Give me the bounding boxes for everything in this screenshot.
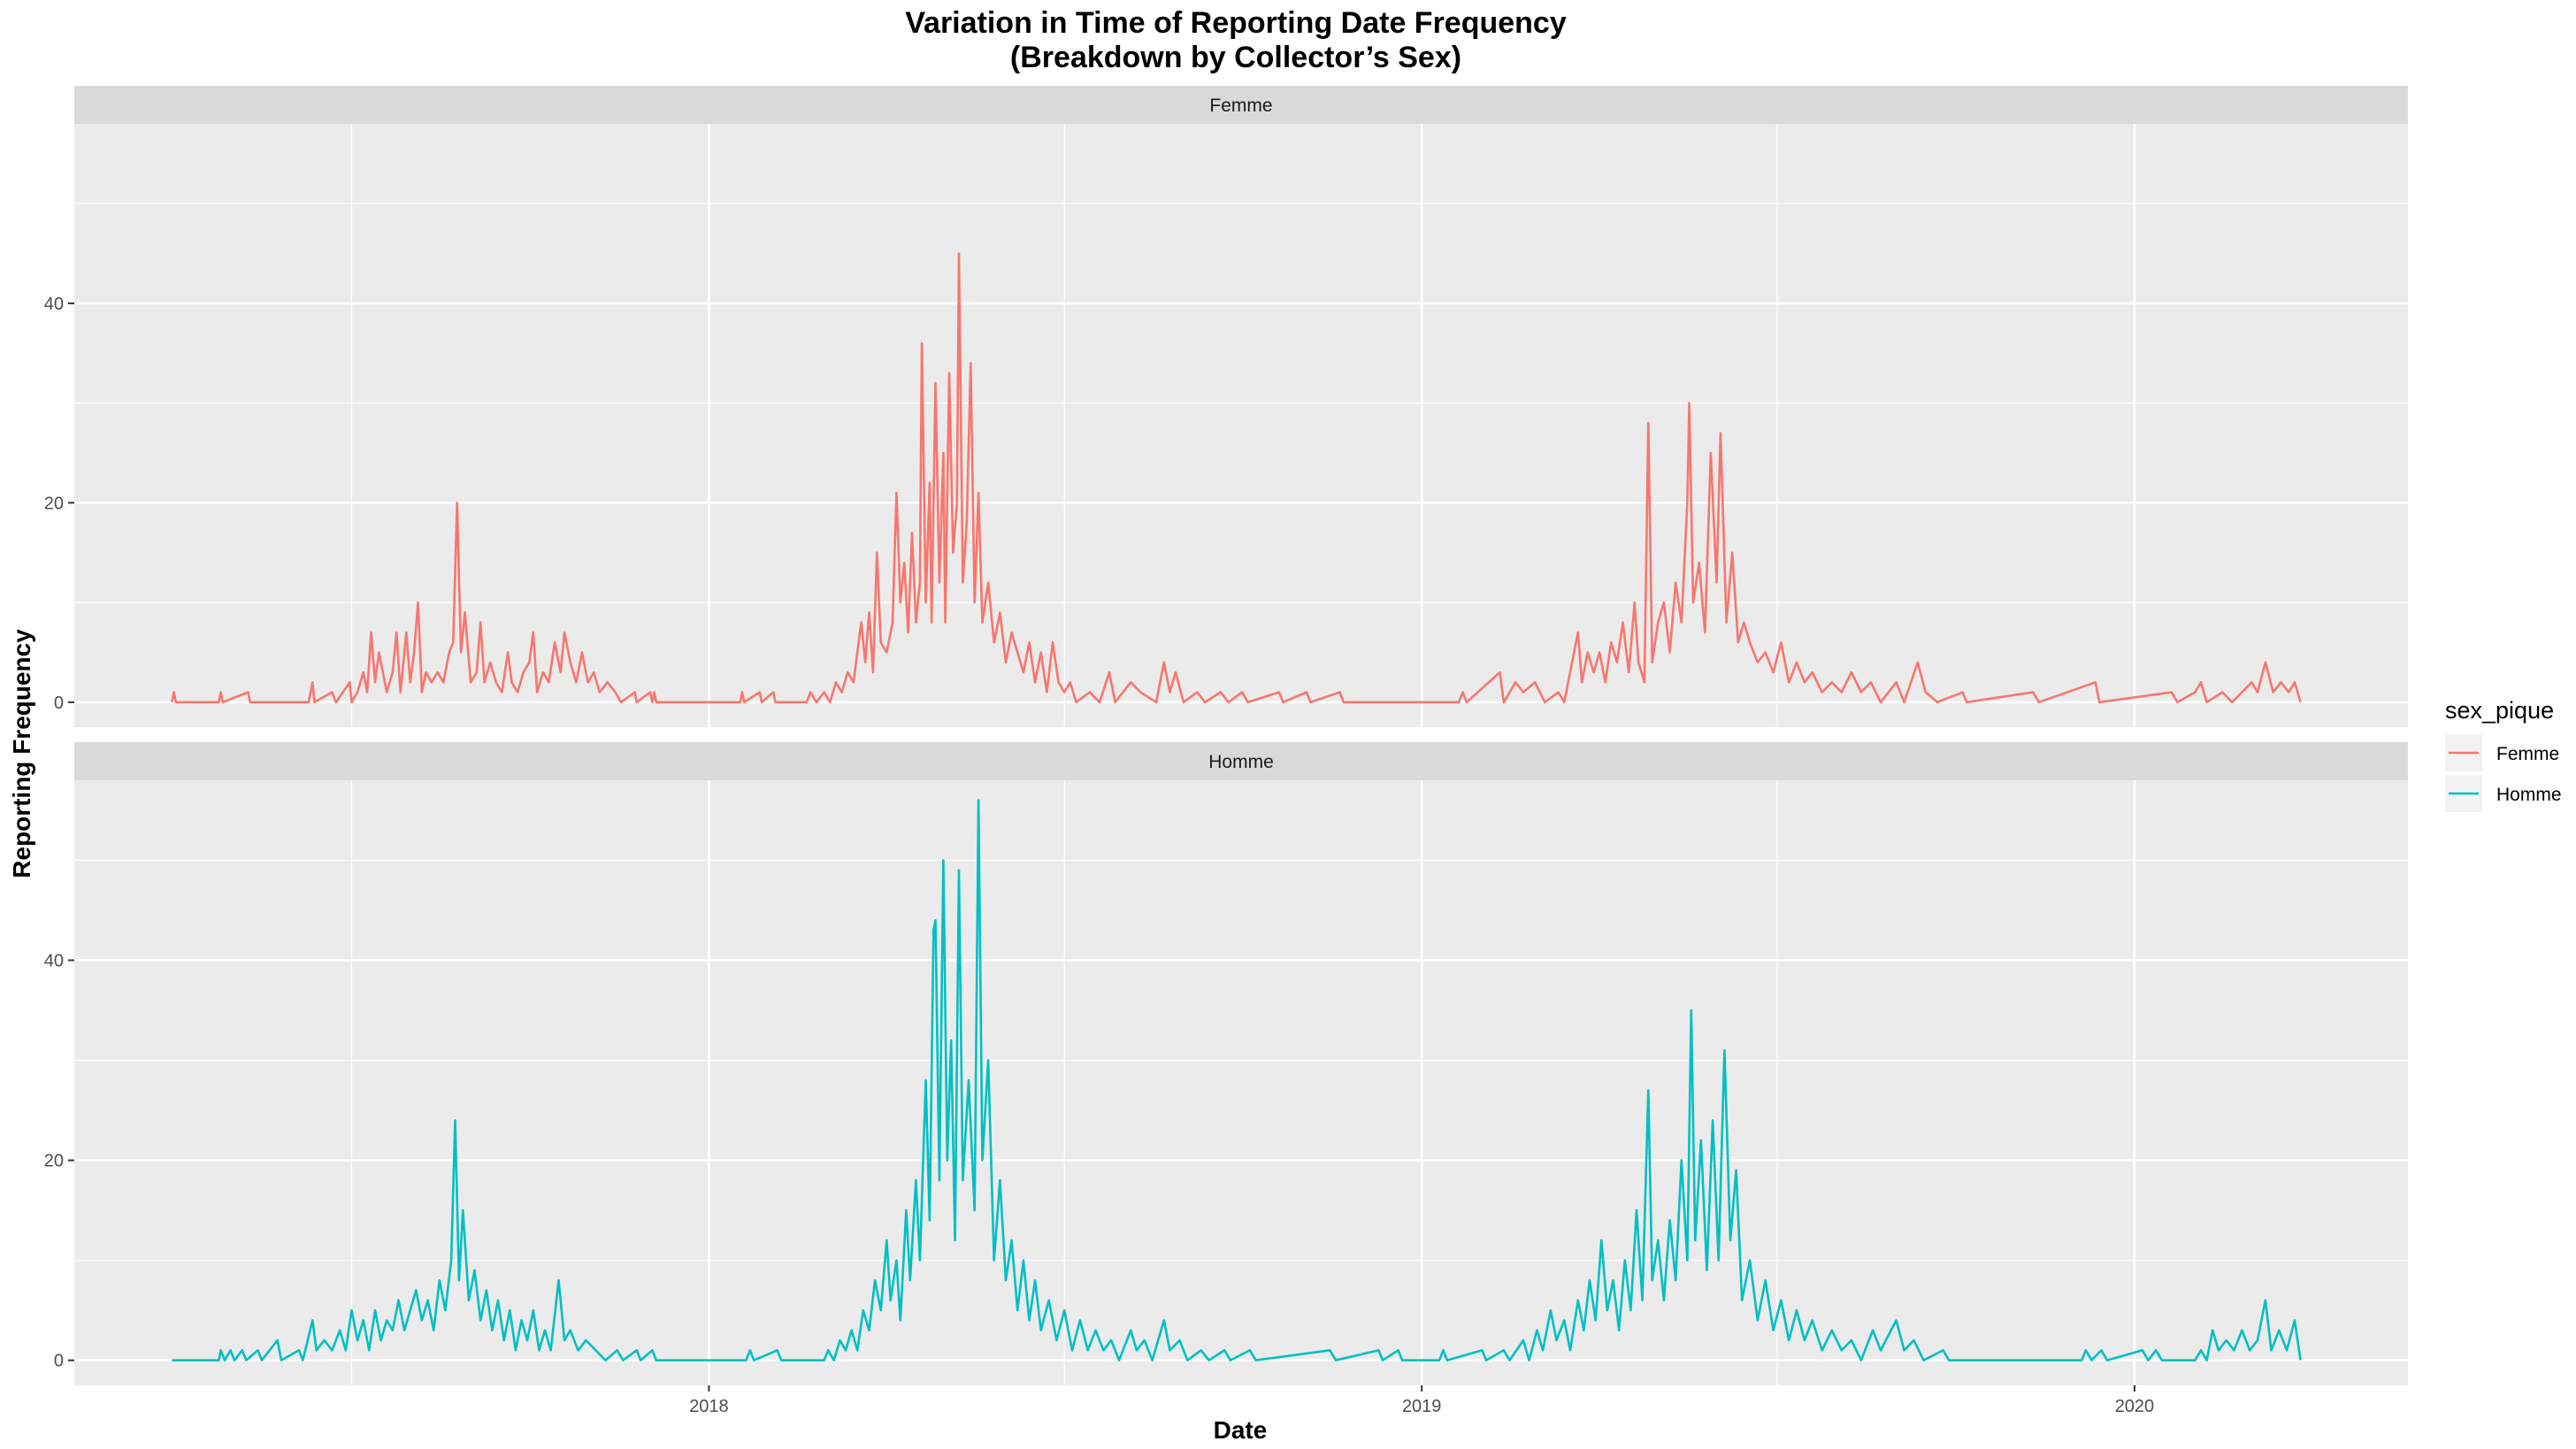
facet-strip [74,86,2408,124]
y-tick-label: 20 [44,494,64,513]
x-tick-label: 2020 [2115,1397,2155,1416]
x-axis: 2018 2019 2020 [689,1385,2154,1416]
legend-label: Homme [2496,785,2562,805]
legend-title: sex_pique [2445,697,2554,724]
panel-background [74,780,2408,1385]
y-tick-label: 40 [44,295,64,314]
y-axis-title: Reporting Frequency [8,629,35,878]
legend: sex_pique Femme Homme [2445,697,2562,812]
chart-title: Variation in Time of Reporting Date Freq… [905,6,1567,40]
legend-label: Femme [2496,744,2559,764]
series-line-femme [171,252,2302,704]
panel-background [74,124,2408,727]
facet-strip-label: Homme [1208,752,1274,772]
series-line-homme [172,799,2302,1361]
facet-strip [74,742,2408,780]
y-tick-label: 40 [44,952,64,971]
chart-subtitle: (Breakdown by Collector’s Sex) [1010,41,1461,74]
facet-panel-homme: Homme 0 20 40 [44,742,2408,1385]
y-tick-label: 0 [54,694,64,713]
x-tick-label: 2019 [1402,1397,1442,1416]
facet-panel-femme: Femme 0 20 40 [44,86,2408,727]
x-axis-title: Date [1214,1416,1268,1444]
x-tick-label: 2018 [689,1397,729,1416]
panels: Femme 0 20 40 Homme 0 20 40 [44,86,2408,1385]
facet-strip-label: Femme [1209,96,1272,116]
y-tick-label: 20 [44,1152,64,1171]
y-tick-label: 0 [54,1352,64,1371]
